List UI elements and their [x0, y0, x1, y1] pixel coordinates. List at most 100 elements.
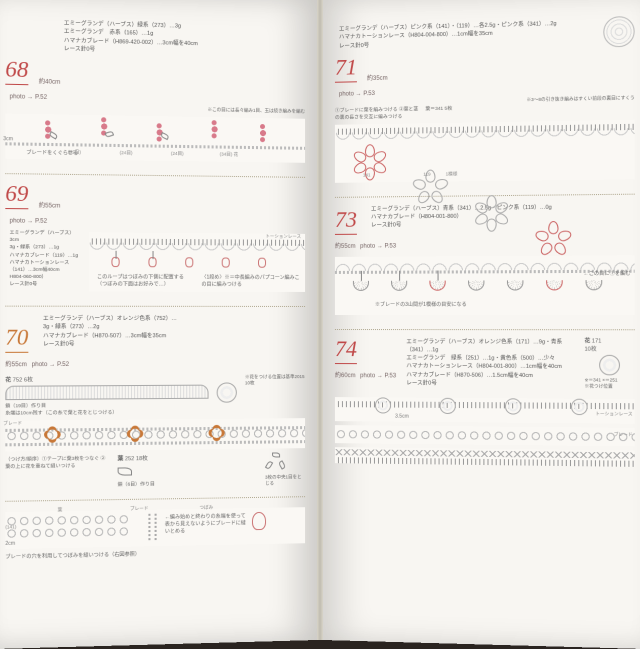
b2: ブレード: [130, 506, 148, 512]
photo-ref: photo → P.52: [32, 362, 69, 368]
mat-line: レース針0号: [43, 340, 305, 349]
leaf-code: 252: [125, 456, 134, 462]
flower-attach: ※花つけ位置: [585, 383, 635, 389]
seg: (34目) 花: [220, 152, 238, 158]
row-note: 〈1段め〉※＝中長編みのパプコーン編みこの目に編みつける: [201, 274, 302, 288]
mat-line: エミーグランデ（ハーブス）3cm: [10, 230, 83, 245]
mat-line: 3g・緑系（273）…2g: [43, 323, 305, 332]
code: 1模様: [446, 171, 458, 177]
extra-note: ※花をつける位置は基準2015 10枚: [245, 374, 305, 415]
leaf-header: 葉 252 18枚: [118, 453, 257, 463]
leaf-stitch: 鎖（6目）作り目: [118, 479, 257, 488]
photo-ref: photo → P.52: [10, 218, 48, 224]
flower-label: 花: [5, 378, 11, 384]
leaf-attach: （つけ方/順序）①テープに葉3枚をつなぐ ②葉の上に花を重ねて縫いつける: [5, 454, 109, 490]
flower-count: 6枚: [24, 377, 33, 383]
leaf-label: 葉＝341 5枚: [425, 104, 466, 119]
mat-line: レース針0号: [10, 281, 83, 289]
mat-line: エミーグランデ（ハーブス）オレンジ色系（752）…: [43, 315, 305, 323]
mat-line: ハマナカトーションレース（141）…3cm幅40cm: [10, 259, 83, 274]
flower-diagram-coil: [5, 385, 208, 401]
flower-code: 752: [13, 377, 23, 383]
leaf-count: 18枚: [136, 456, 148, 462]
braid-lbl: ブレード: [614, 432, 633, 438]
diagram-70-braid: ブレード: [5, 418, 305, 451]
diagram-74-top: 3.5cm トーションレース: [335, 397, 635, 424]
pattern-74-section: 74 約60cm photo → P.53 エミーグランデ（ハーブス）オレンジ色…: [335, 330, 635, 482]
materials-68: エミーグランデ（ハーブス）緑系（273）…3g エミーグランデ 赤系（165）……: [64, 19, 305, 58]
diagram-74-bot: [335, 447, 635, 467]
fct: 10枚: [585, 346, 597, 352]
dim-3cm: 3cm: [3, 136, 13, 142]
pattern-number-69: 69: [5, 180, 28, 209]
arrow-note: ←この目に①を編む: [583, 269, 630, 276]
assembly-note: ←編み始めと終わりの糸端を使って表から見えないようにブレードに縫いとめる: [165, 512, 246, 535]
bottom-note: ブレードの穴を利用してつぼみを縫いつける（右図参照）: [5, 547, 305, 560]
pattern-length: 約55cm: [39, 200, 61, 209]
attach-note: ①ブレードに葉を編みつける ②葉と茎の裏の長さを交互に編みつける: [335, 105, 421, 121]
diagram-74-mid: ブレード: [335, 425, 635, 446]
open-book: エミーグランデ（ハーブス）緑系（273）…3g エミーグランデ 赤系（165）……: [0, 0, 640, 640]
pattern-length: 約55cm: [5, 359, 27, 368]
mat-line: 3g・緑系（273）…1g: [10, 244, 83, 252]
diagram-73: ※ブレードの3山間が1模様の目安になる ←この目に①を編む: [335, 255, 635, 315]
materials-69: エミーグランデ（ハーブス）3cm 3g・緑系（273）…1g ハマナカブレード（…: [10, 230, 83, 292]
seg: (24目): [120, 150, 133, 156]
materials-74: エミーグランデ（ハーブス）オレンジ色系（171）…9g・青系（341）…1g エ…: [406, 338, 578, 389]
pattern-length: 約60cm: [335, 370, 356, 379]
pattern-69-section: 69 約55cm photo → P.52 エミーグランデ（ハーブス）3cm 3…: [5, 174, 305, 307]
pattern-number-70: 70: [5, 324, 28, 353]
spacing: 3.5cm: [395, 414, 409, 420]
dim-2cm: 2cm: [5, 541, 15, 547]
diagram-68: 3cm ブレードをくぐらせる (12目) (24目) (24目) (34目) 花: [5, 114, 305, 163]
flower-header-74: 花 171 10枚: [585, 336, 635, 353]
mat-line: エミーグランデ（ハーブス）オレンジ色系（171）…9g・青系（341）…1g: [406, 338, 578, 355]
seg: (12目): [68, 149, 81, 155]
leaf-trio-icon: [265, 452, 287, 474]
torsion-lbl: トーションレース: [595, 411, 632, 417]
code-h: (141): [5, 524, 16, 529]
leaf-label: 葉: [118, 456, 124, 462]
code: 119: [423, 171, 430, 176]
fc: 171: [592, 338, 602, 344]
thread-note: 糸端は10cm残す（この糸で葉と花をとじつける）: [5, 408, 208, 417]
materials-71: エミーグランデ（ハーブス）ピンク系（141）・（119）…各2.5g・ピンク系（…: [339, 19, 597, 50]
photo-ref: photo → P.53: [339, 91, 375, 98]
pattern-number-68: 68: [5, 56, 28, 85]
mat-line: ハマナカトーションレース（H804-001-800）…1cm幅を40cm: [406, 363, 578, 372]
pattern-length: 約35cm: [367, 72, 388, 81]
pattern-number-73: 73: [335, 206, 357, 234]
diagram-bottom-left: 葉 ブレード つぼみ ←編み始めと終わりの糸端を使って表から見えないようにブレー…: [5, 507, 305, 549]
photo-ref: photo → P.53: [360, 373, 396, 379]
loop-note: このループはつぼみの下側に配置する（つぼみの下面はお好みで…）: [97, 273, 189, 288]
diagram-69: トーションレース このループはつぼみの下側に配置する（つぼみの下面はお好みで…）…: [89, 232, 305, 292]
b3: つぼみ: [199, 505, 213, 511]
photo-ref: photo → P.52: [10, 94, 48, 101]
leaf-unit: 3枚の中央1目をとじる: [265, 474, 305, 487]
pattern-71-section: エミーグランデ（ハーブス）ピンク系（141）・（119）…各2.5g・ピンク系（…: [335, 10, 635, 198]
pattern-number-74: 74: [335, 336, 357, 364]
fl: 花: [585, 338, 591, 344]
pattern-length: 約55cm: [335, 240, 356, 249]
code: 141: [363, 172, 371, 177]
left-page: エミーグランデ（ハーブス）緑系（273）…3g エミーグランデ 赤系（165）……: [0, 0, 317, 649]
pattern-bottom-section: 葉 ブレード つぼみ ←編み始めと終わりの糸端を使って表から見えないようにブレー…: [5, 497, 305, 570]
seg: (24目): [171, 151, 184, 157]
diagram-71: 141 119 1模様: [335, 119, 635, 182]
photo-ref: photo → P.53: [360, 243, 396, 249]
b1: 葉: [58, 507, 63, 513]
mat-line: レース針0号: [406, 379, 578, 388]
bud-icon: [252, 512, 266, 530]
right-page: エミーグランデ（ハーブス）ピンク系（141）・（119）…各2.5g・ピンク系（…: [323, 0, 640, 649]
rosette-icon: [217, 382, 237, 402]
fan-note: ※ブレードの3山間が1模様の目安になる: [375, 300, 467, 307]
spiral-flower-diagram: [603, 16, 634, 48]
repeat-note: ※この目には長々編み1目、玉は続き編みを編む: [5, 103, 305, 115]
pattern-number-71: 71: [335, 54, 357, 83]
flower-74-icon: [599, 354, 620, 375]
pattern-68-section: エミーグランデ（ハーブス）緑系（273）…3g エミーグランデ 赤系（165）……: [5, 10, 305, 178]
flower-header: 花 752 6枚: [5, 375, 208, 384]
pattern-70-section: 70 エミーグランデ（ハーブス）オレンジ色系（752）… 3g・緑系（273）……: [5, 307, 305, 502]
mat-line: ハマナカブレード（119）…1g: [10, 252, 83, 260]
pattern-length: 約40cm: [39, 76, 61, 86]
